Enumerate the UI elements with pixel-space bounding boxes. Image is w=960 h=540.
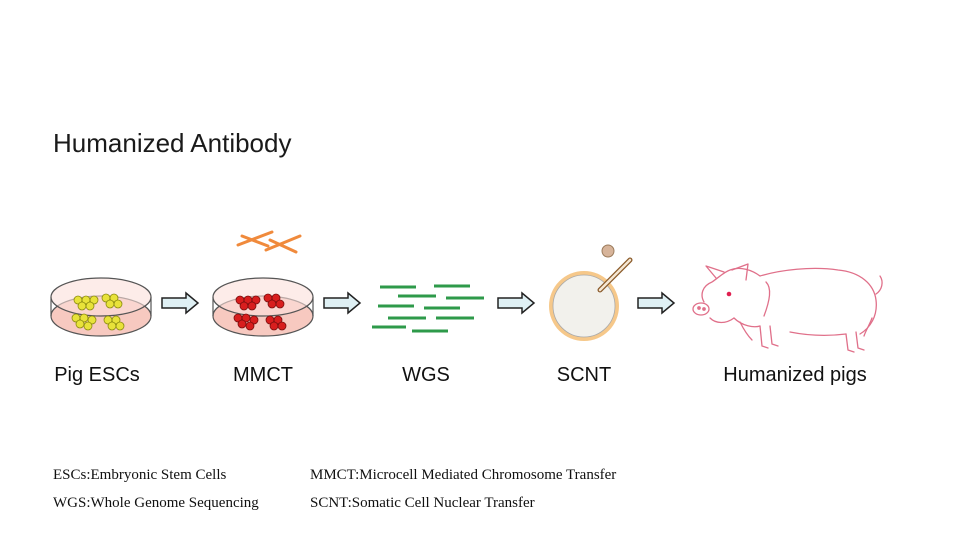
sequence-reads-icon: [372, 284, 484, 333]
oocyte-injection-icon: [549, 244, 633, 341]
flow-arrow-3: [497, 291, 536, 315]
petri-dish-red-cells-icon: [212, 277, 314, 337]
flow-arrow-1: [161, 291, 200, 315]
flow-arrow-2: [323, 291, 362, 315]
page-title: Humanized Antibody: [53, 128, 292, 158]
step-label-humanized-pigs: Humanized pigs: [723, 364, 867, 386]
legend-escs: ESCs:Embryonic Stem Cells: [53, 467, 227, 483]
chromosome-icon: [236, 230, 302, 254]
step-label-mmct: MMCT: [233, 364, 293, 386]
petri-dish-yellow-cells-icon: [50, 277, 152, 337]
pig-icon: [692, 263, 883, 353]
flow-arrow-4: [637, 291, 676, 315]
legend-scnt: SCNT:Somatic Cell Nuclear Transfer: [310, 495, 535, 511]
step-label-wgs: WGS: [402, 364, 450, 386]
step-label-pig-escs: Pig ESCs: [54, 364, 140, 386]
step-label-scnt: SCNT: [556, 364, 612, 386]
legend-mmct: MMCT:Microcell Mediated Chromosome Trans…: [310, 467, 617, 483]
legend-wgs: WGS:Whole Genome Sequencing: [53, 495, 259, 511]
